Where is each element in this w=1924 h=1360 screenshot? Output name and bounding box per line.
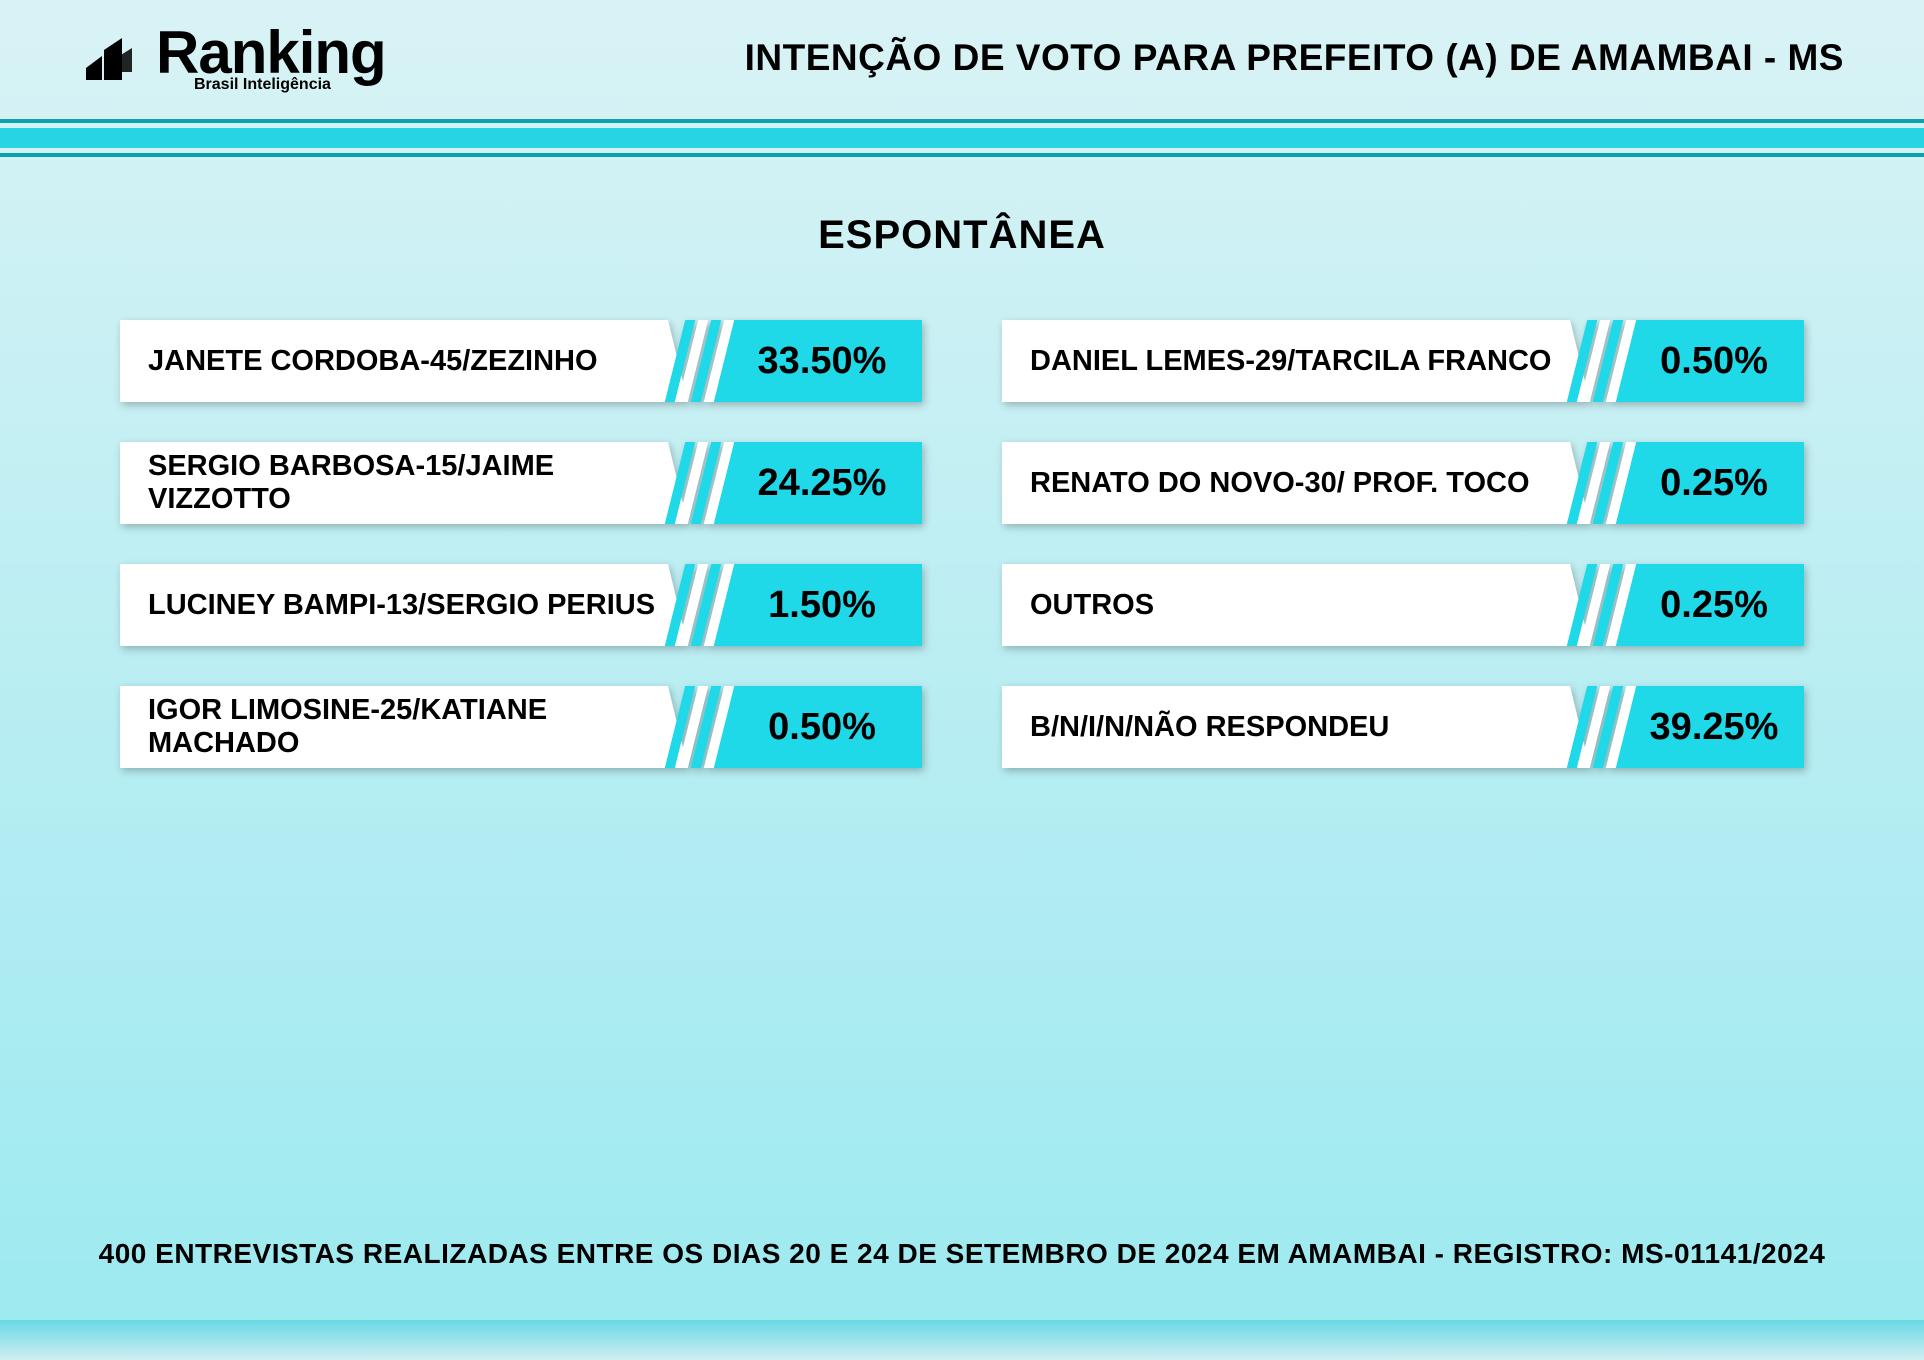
divider-line-2 <box>0 128 1924 148</box>
result-value: 39.25% <box>1614 686 1804 768</box>
slash-separator <box>672 442 724 524</box>
result-name: B/N/I/N/NÃO RESPONDEU <box>1002 686 1590 768</box>
result-value: 0.25% <box>1614 442 1804 524</box>
result-row: DANIEL LEMES-29/TARCILA FRANCO 0.50% <box>1002 320 1804 402</box>
result-name: RENATO DO NOVO-30/ PROF. TOCO <box>1002 442 1590 524</box>
logo-main: Ranking <box>156 23 386 83</box>
logo: Ranking Brasil Inteligência <box>80 23 386 93</box>
logo-text: Ranking Brasil Inteligência <box>156 23 386 93</box>
result-name: JANETE CORDOBA-45/ZEZINHO <box>120 320 688 402</box>
result-value: 0.25% <box>1614 564 1804 646</box>
result-name: OUTROS <box>1002 564 1590 646</box>
result-row: RENATO DO NOVO-30/ PROF. TOCO 0.25% <box>1002 442 1804 524</box>
result-value: 0.50% <box>1614 320 1804 402</box>
right-column: DANIEL LEMES-29/TARCILA FRANCO 0.50% RENAT… <box>1002 320 1804 768</box>
section-title: ESPONTÂNEA <box>818 213 1106 258</box>
footer-text: 400 ENTREVISTAS REALIZADAS ENTRE OS DIAS… <box>96 1238 1828 1270</box>
result-name: SERGIO BARBOSA-15/JAIME VIZZOTTO <box>120 442 688 524</box>
logo-icon <box>80 28 150 88</box>
bottom-band <box>0 1320 1924 1360</box>
result-name: DANIEL LEMES-29/TARCILA FRANCO <box>1002 320 1590 402</box>
slash-separator <box>1574 442 1626 524</box>
result-value: 33.50% <box>712 320 922 402</box>
result-value: 0.50% <box>712 686 922 768</box>
slash-separator <box>1574 564 1626 646</box>
header-title: INTENÇÃO DE VOTO PARA PREFEITO (A) DE AM… <box>745 37 1844 79</box>
left-column: JANETE CORDOBA-45/ZEZINHO 33.50% SERGIO BA… <box>120 320 922 768</box>
result-row: IGOR LIMOSINE-25/KATIANE MACHADO 0.50% <box>120 686 922 768</box>
page: Ranking Brasil Inteligência INTENÇÃO DE … <box>0 0 1924 1360</box>
slash-separator <box>672 686 724 768</box>
logo-sub: Brasil Inteligência <box>194 77 386 93</box>
header: Ranking Brasil Inteligência INTENÇÃO DE … <box>0 0 1924 115</box>
result-row: LUCINEY BAMPI-13/SERGIO PERIUS 1.50% <box>120 564 922 646</box>
slash-separator <box>1574 320 1626 402</box>
result-row: SERGIO BARBOSA-15/JAIME VIZZOTTO 24.25% <box>120 442 922 524</box>
divider-line-3 <box>0 153 1924 157</box>
result-value: 24.25% <box>712 442 922 524</box>
slash-separator <box>1574 686 1626 768</box>
results-columns: JANETE CORDOBA-45/ZEZINHO 33.50% SERGIO BA… <box>120 320 1804 768</box>
result-row: OUTROS 0.25% <box>1002 564 1804 646</box>
slash-separator <box>672 564 724 646</box>
slash-separator <box>672 320 724 402</box>
result-name: IGOR LIMOSINE-25/KATIANE MACHADO <box>120 686 688 768</box>
result-row: B/N/I/N/NÃO RESPONDEU 39.25% <box>1002 686 1804 768</box>
divider <box>0 119 1924 157</box>
result-name: LUCINEY BAMPI-13/SERGIO PERIUS <box>120 564 688 646</box>
result-row: JANETE CORDOBA-45/ZEZINHO 33.50% <box>120 320 922 402</box>
result-value: 1.50% <box>712 564 922 646</box>
